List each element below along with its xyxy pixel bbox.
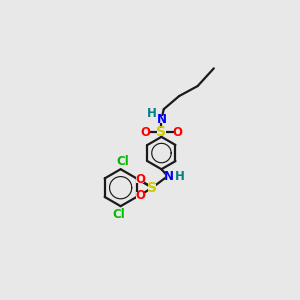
Text: N: N bbox=[157, 113, 167, 126]
Bar bbox=[114, 211, 124, 218]
Bar bbox=[141, 129, 149, 136]
Bar bbox=[118, 158, 128, 165]
Bar bbox=[136, 192, 144, 199]
Text: N: N bbox=[164, 169, 173, 183]
Bar bbox=[148, 111, 154, 117]
Bar bbox=[177, 173, 183, 179]
Text: O: O bbox=[135, 173, 145, 187]
Text: Cl: Cl bbox=[113, 208, 125, 221]
Text: O: O bbox=[172, 126, 183, 139]
Text: H: H bbox=[146, 107, 156, 120]
Bar bbox=[136, 176, 144, 184]
Bar bbox=[158, 116, 166, 123]
Text: S: S bbox=[157, 125, 166, 139]
Bar bbox=[148, 184, 156, 191]
Text: O: O bbox=[140, 126, 150, 139]
Text: H: H bbox=[175, 169, 185, 183]
Bar bbox=[164, 173, 172, 180]
Text: S: S bbox=[147, 181, 157, 195]
Text: O: O bbox=[135, 189, 145, 202]
Bar bbox=[157, 128, 166, 136]
Bar bbox=[174, 129, 182, 136]
Text: Cl: Cl bbox=[117, 155, 129, 168]
